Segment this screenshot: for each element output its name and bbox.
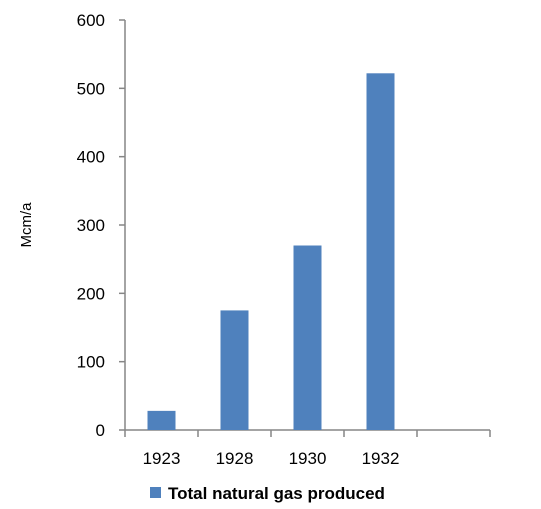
legend-swatch (150, 487, 161, 498)
y-tick-label: 300 (77, 216, 105, 235)
bar-1932 (366, 73, 395, 431)
y-tick-label: 600 (77, 11, 105, 30)
x-tick-label: 1932 (362, 449, 400, 468)
legend-label: Total natural gas produced (168, 484, 385, 503)
x-axis: 1923 1928 1930 1932 (124, 429, 491, 468)
y-tick-label: 100 (77, 353, 105, 372)
y-axis-title: Mcm/a (18, 202, 35, 248)
y-tick-label: 400 (77, 148, 105, 167)
bars (147, 73, 395, 431)
legend: Total natural gas produced (150, 484, 385, 503)
y-tick-label: 200 (77, 284, 105, 303)
bar-1930 (293, 245, 322, 430)
y-tick-label: 0 (96, 421, 105, 440)
x-tick-label: 1928 (216, 449, 254, 468)
bar-1923 (147, 410, 176, 430)
bar-1928 (220, 310, 249, 430)
x-tick-label: 1923 (143, 449, 181, 468)
y-axis: 0 100 200 300 400 500 600 (77, 11, 126, 440)
x-tick-label: 1930 (289, 449, 327, 468)
y-tick-label: 500 (77, 79, 105, 98)
